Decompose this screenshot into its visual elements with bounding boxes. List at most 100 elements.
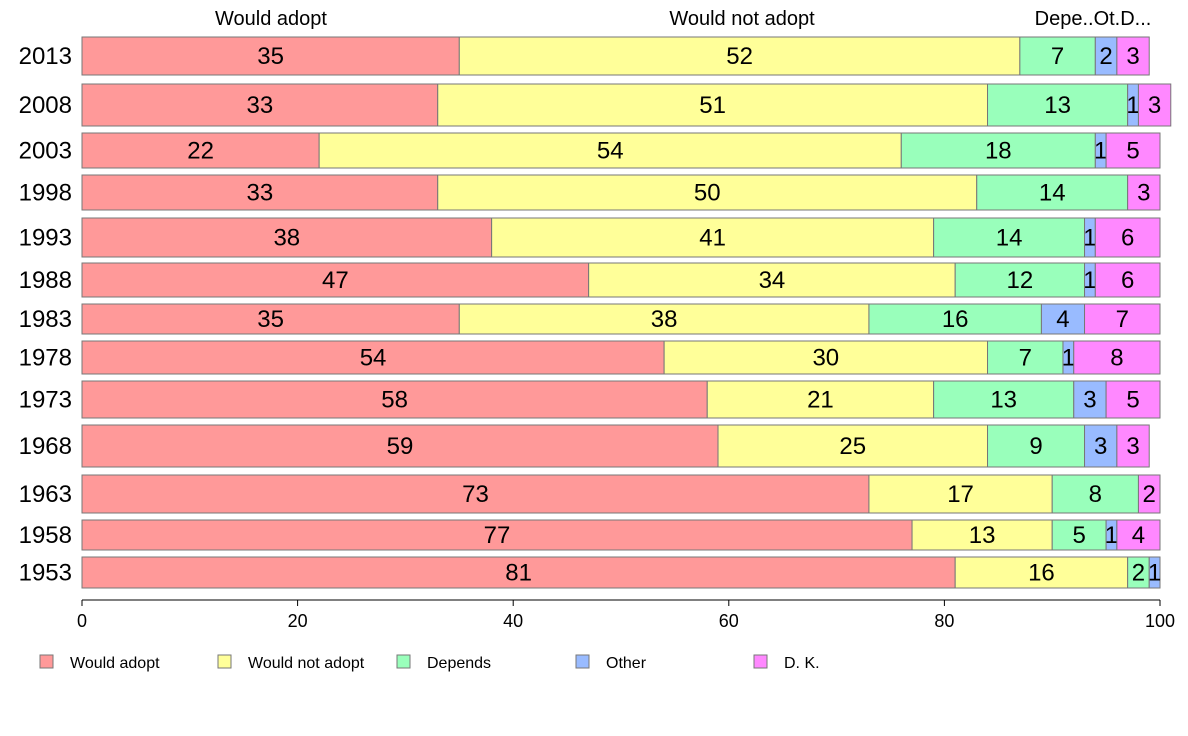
year-label: 1953 [19,560,72,587]
bar-segment [1137,474,1161,514]
data-label: 81 [505,560,532,587]
data-label: 3 [1148,92,1161,119]
data-label: 16 [1028,560,1055,587]
data-label: 35 [257,306,284,333]
data-label: 3 [1126,43,1139,70]
data-label: 12 [1007,267,1034,294]
data-label: 47 [322,267,349,294]
data-label: 6 [1121,225,1134,252]
data-label: 4 [1132,522,1145,549]
x-tick-label: 60 [719,611,739,631]
bar-segment [1116,424,1150,468]
year-label: 1983 [19,306,72,333]
data-label: 7 [1051,43,1064,70]
bar-segment [1040,303,1086,335]
bar-segment [717,424,989,468]
data-label: 73 [462,481,489,508]
data-label: 13 [969,522,996,549]
bar-segment [954,262,1086,298]
bar-segment [933,380,1075,419]
bar-segment [1019,36,1096,76]
legend-label: Would not adopt [248,655,365,672]
data-label: 22 [187,138,214,165]
legend-swatch [575,654,590,669]
year-label: 1988 [19,267,72,294]
data-label: 30 [812,345,839,372]
bar-segment [911,519,1053,551]
legend-swatch [217,654,232,669]
bar-segment [437,174,978,211]
year-label: 2003 [19,138,72,165]
bar-segment [588,262,956,298]
bar-segment [1094,262,1161,298]
data-label: 8 [1110,345,1123,372]
data-label: 54 [360,345,387,372]
bar-segment [976,174,1129,211]
data-label: 2 [1143,481,1156,508]
year-label: 1973 [19,387,72,414]
bar-segment [987,83,1129,127]
bar-segment [1137,83,1172,127]
bar-segment [81,474,870,514]
x-tick-label: 100 [1145,611,1175,631]
bar-segment [868,303,1042,335]
data-label: 58 [381,387,408,414]
bar-segment [81,132,320,169]
data-label: 1 [1083,225,1096,252]
bar-segment [318,132,902,169]
data-label: 3 [1126,433,1139,460]
year-label: 2013 [19,43,72,70]
data-label: 13 [1044,92,1071,119]
bar-segment [663,340,989,375]
bar-segment [81,556,956,589]
bar-segment [1105,380,1161,419]
year-label: 1998 [19,180,72,207]
bar-segment [900,132,1096,169]
column-header: Would not adopt [669,8,815,30]
data-label: 33 [247,92,274,119]
bar-segment [706,380,935,419]
data-label: 38 [651,306,678,333]
bar-segment [1105,132,1161,169]
data-label: 50 [694,180,721,207]
legend-swatch [753,654,768,669]
bar-segment [81,303,460,335]
bar-segment [81,262,590,298]
legend-label: Other [606,655,647,672]
bar-segment [81,340,665,375]
data-label: 3 [1137,180,1150,207]
data-label: 7 [1019,345,1032,372]
data-label: 25 [839,433,866,460]
bar-segment [1116,519,1161,551]
data-label: 1 [1083,267,1096,294]
bar-segment [987,424,1086,468]
legend-swatch [396,654,411,669]
data-label: 41 [699,225,726,252]
bar-segment [1073,340,1161,375]
year-label: 1993 [19,225,72,252]
data-label: 2 [1099,43,1112,70]
data-label: 3 [1094,433,1107,460]
year-label: 1978 [19,345,72,372]
data-label: 38 [273,225,300,252]
column-header: Would adopt [215,8,327,30]
bar-segment [81,217,493,258]
year-label: 1958 [19,522,72,549]
data-label: 5 [1126,387,1139,414]
data-label: 1 [1148,560,1161,587]
bar-segment [81,519,913,551]
bar-segment [1051,474,1139,514]
bar-segment [458,36,1021,76]
bar-segment [81,424,719,468]
data-label: 5 [1126,138,1139,165]
data-label: 2 [1132,560,1145,587]
data-label: 8 [1089,481,1102,508]
data-label: 1 [1105,522,1118,549]
data-label: 4 [1056,306,1069,333]
data-label: 13 [990,387,1017,414]
year-label: 1963 [19,481,72,508]
data-label: 21 [807,387,834,414]
bar-segment [1094,217,1161,258]
data-label: 1 [1062,345,1075,372]
bar-segment [437,83,989,127]
